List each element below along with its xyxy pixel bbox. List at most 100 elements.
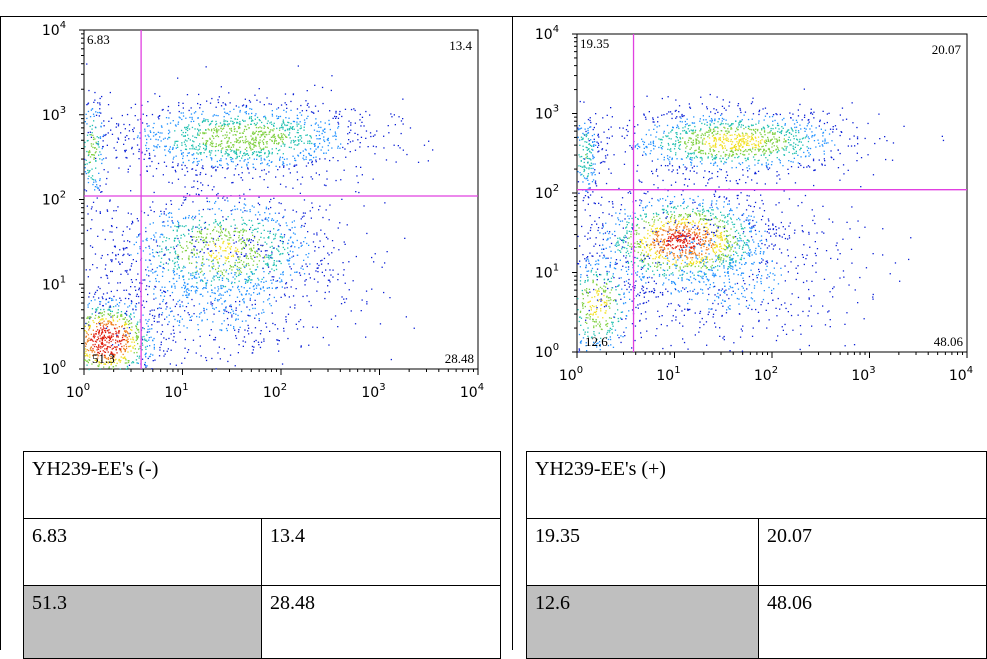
data-point [221, 148, 222, 149]
data-point [160, 266, 161, 267]
data-point [88, 176, 89, 177]
data-point [162, 292, 163, 293]
data-point [282, 243, 283, 244]
data-point [125, 140, 126, 141]
data-point [153, 239, 154, 240]
data-point [138, 363, 139, 364]
data-point [128, 333, 129, 334]
data-point [244, 159, 245, 160]
data-point [127, 226, 128, 227]
data-point [639, 181, 640, 182]
data-point [156, 241, 157, 242]
data-point [127, 351, 128, 352]
data-point [282, 142, 283, 143]
data-point [216, 256, 217, 257]
data-point [234, 228, 235, 229]
data-point [149, 314, 150, 315]
data-point [154, 146, 155, 147]
data-point [654, 266, 655, 267]
data-point [218, 295, 219, 296]
data-point [335, 112, 336, 113]
data-point [272, 114, 273, 115]
data-point [149, 248, 150, 249]
data-point [106, 178, 107, 179]
data-point [719, 258, 720, 259]
data-point [265, 217, 266, 218]
data-point [112, 339, 113, 340]
data-point [308, 153, 309, 154]
data-point [227, 153, 228, 154]
data-point [343, 274, 344, 275]
data-point [275, 235, 276, 236]
data-point [759, 231, 760, 232]
data-point [139, 138, 140, 139]
data-point [744, 227, 745, 228]
data-point [217, 167, 218, 168]
data-point [98, 349, 99, 350]
data-point [112, 317, 113, 318]
data-point [347, 143, 348, 144]
data-point [256, 251, 257, 252]
data-point [144, 129, 145, 130]
data-point [694, 249, 695, 250]
data-point [294, 227, 295, 228]
data-point [117, 341, 118, 342]
data-point [263, 116, 264, 117]
data-point [692, 209, 693, 210]
data-point [156, 146, 157, 147]
data-point [145, 260, 146, 261]
data-point [104, 328, 105, 329]
data-point [172, 292, 173, 293]
data-point [752, 239, 753, 240]
data-point [149, 286, 150, 287]
data-point [193, 180, 194, 181]
data-point [308, 162, 309, 163]
data-point [252, 152, 253, 153]
data-point [231, 282, 232, 283]
data-point [206, 285, 207, 286]
data-point [675, 231, 676, 232]
data-point [178, 105, 179, 106]
data-point [718, 249, 719, 250]
data-point [652, 258, 653, 259]
data-point [692, 253, 693, 254]
data-point [126, 319, 127, 320]
data-point [161, 125, 162, 126]
data-point [160, 308, 161, 309]
data-point [320, 230, 321, 231]
data-point [648, 263, 649, 264]
data-point [294, 129, 295, 130]
data-point [233, 243, 234, 244]
data-point [228, 312, 229, 313]
data-point [120, 360, 121, 361]
data-point [218, 208, 219, 209]
data-point [117, 363, 118, 364]
data-point [196, 282, 197, 283]
data-point [657, 263, 658, 264]
data-point [355, 123, 356, 124]
data-point [761, 262, 762, 263]
data-point [317, 327, 318, 328]
data-point [223, 309, 224, 310]
data-point [242, 179, 243, 180]
data-point [251, 109, 252, 110]
data-point [272, 141, 273, 142]
data-point [225, 257, 226, 258]
data-point [246, 255, 247, 256]
data-point [271, 122, 272, 123]
data-point [263, 237, 264, 238]
data-point [757, 277, 758, 278]
data-point [251, 149, 252, 150]
data-point [118, 125, 119, 126]
data-point [263, 312, 264, 313]
data-point [191, 299, 192, 300]
data-point [230, 252, 231, 253]
data-point [91, 219, 92, 220]
data-point [666, 274, 667, 275]
data-point [182, 225, 183, 226]
data-point [255, 214, 256, 215]
data-point [335, 180, 336, 181]
data-point [244, 329, 245, 330]
data-point [261, 281, 262, 282]
quadrant-label-lower-left: 51.3 [92, 351, 115, 366]
